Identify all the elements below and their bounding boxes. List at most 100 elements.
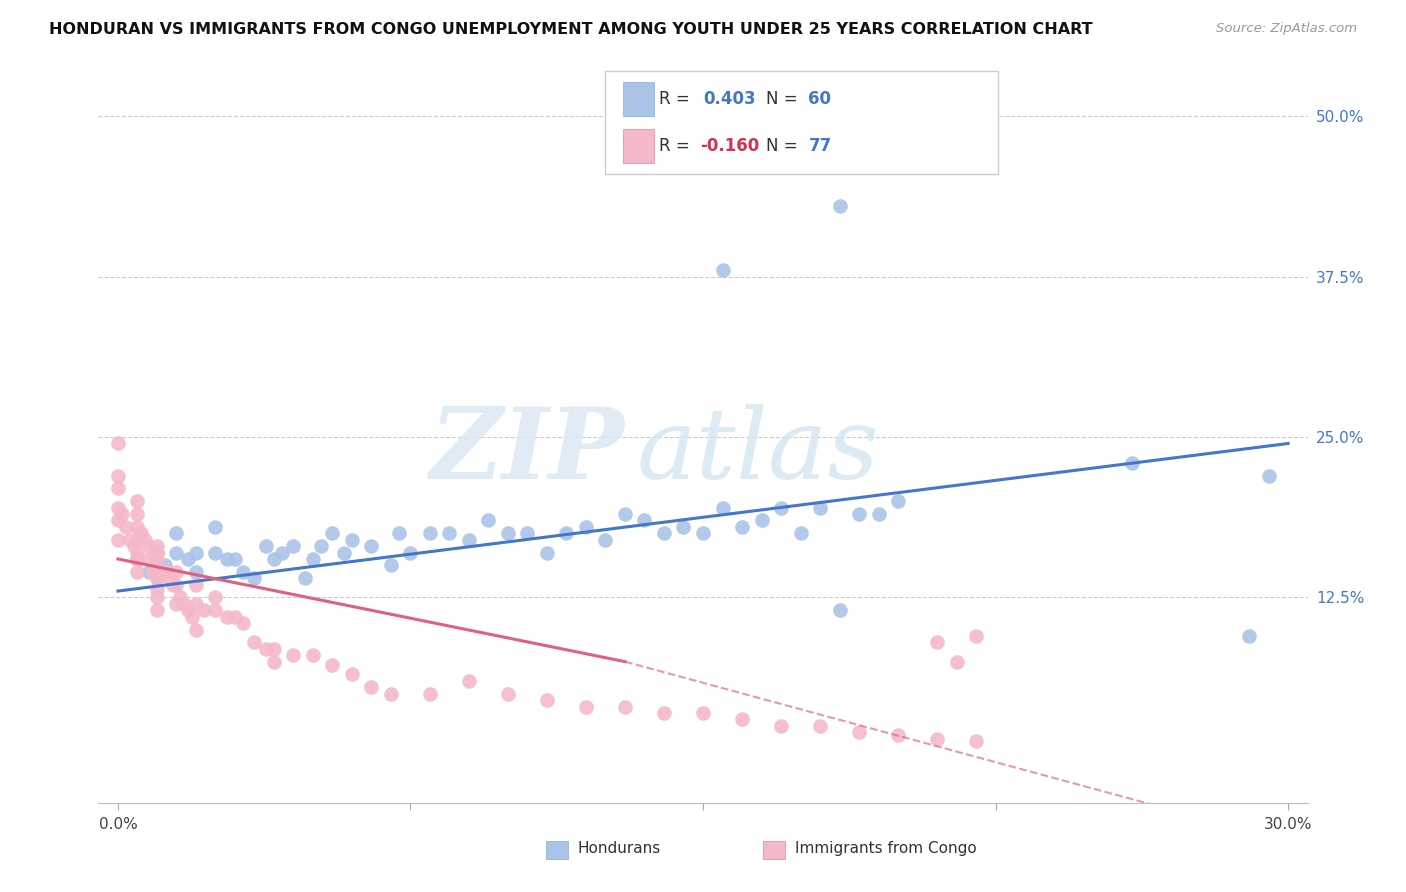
Point: [652, 706, 675, 720]
Point: [162, 577, 184, 591]
Point: [731, 520, 754, 534]
Point: [107, 482, 129, 496]
Text: 60: 60: [808, 90, 831, 108]
Point: [516, 526, 538, 541]
Text: 0.403: 0.403: [703, 90, 755, 108]
Point: [419, 687, 441, 701]
Point: [184, 597, 207, 611]
Point: [204, 545, 226, 559]
Point: [122, 539, 145, 553]
Point: [224, 552, 246, 566]
Point: [575, 520, 598, 534]
Point: [340, 667, 363, 681]
Point: [711, 500, 734, 515]
Text: ZIP: ZIP: [429, 403, 624, 500]
Point: [672, 520, 695, 534]
Point: [177, 552, 200, 566]
Point: [127, 520, 149, 534]
Point: [419, 526, 441, 541]
Point: [360, 681, 382, 695]
Point: [769, 719, 792, 733]
Point: [153, 565, 176, 579]
Point: [321, 658, 343, 673]
Point: [217, 552, 239, 566]
Point: [153, 558, 176, 573]
Text: N =: N =: [766, 137, 803, 155]
Point: [254, 539, 277, 553]
Point: [340, 533, 363, 547]
Point: [193, 603, 215, 617]
Point: [127, 552, 149, 566]
Point: [127, 507, 149, 521]
Point: [1257, 468, 1279, 483]
Point: [692, 526, 714, 541]
Point: [633, 514, 655, 528]
Point: [138, 552, 160, 566]
Point: [146, 591, 169, 605]
Point: [146, 545, 169, 559]
Point: [270, 545, 292, 559]
Text: -0.160: -0.160: [700, 137, 759, 155]
Point: [887, 728, 910, 742]
Point: [118, 533, 141, 547]
Point: [204, 591, 226, 605]
Point: [283, 539, 305, 553]
Point: [731, 712, 754, 726]
Point: [848, 725, 870, 739]
Point: [887, 494, 910, 508]
Point: [536, 693, 558, 707]
Point: [127, 565, 149, 579]
Point: [165, 526, 187, 541]
Point: [217, 609, 239, 624]
Text: R =: R =: [659, 90, 696, 108]
Point: [107, 514, 129, 528]
Point: [333, 545, 356, 559]
Point: [828, 199, 851, 213]
Point: [243, 635, 266, 649]
Point: [399, 545, 422, 559]
Point: [692, 706, 714, 720]
Point: [945, 655, 967, 669]
Point: [184, 623, 207, 637]
Point: [263, 552, 285, 566]
Point: [302, 648, 325, 663]
Point: [232, 616, 254, 631]
Text: R =: R =: [659, 137, 696, 155]
Point: [107, 436, 129, 450]
Point: [146, 552, 169, 566]
Point: [138, 539, 160, 553]
Point: [165, 577, 187, 591]
Point: [458, 673, 481, 688]
Text: atlas: atlas: [637, 404, 879, 500]
Point: [751, 514, 773, 528]
Point: [614, 507, 637, 521]
Point: [388, 526, 411, 541]
Point: [263, 641, 285, 656]
Point: [146, 539, 169, 553]
Point: [232, 565, 254, 579]
Point: [848, 507, 870, 521]
Point: [828, 603, 851, 617]
Point: [321, 526, 343, 541]
Point: [184, 577, 207, 591]
Point: [111, 507, 134, 521]
Point: [107, 500, 129, 515]
Point: [302, 552, 325, 566]
Point: [536, 545, 558, 559]
Point: [127, 494, 149, 508]
Point: [925, 731, 948, 746]
Point: [146, 571, 169, 585]
Point: [309, 539, 332, 553]
Point: [711, 263, 734, 277]
Point: [165, 565, 187, 579]
Point: [181, 609, 204, 624]
Point: [789, 526, 811, 541]
Point: [769, 500, 792, 515]
Point: [1237, 629, 1260, 643]
Point: [169, 591, 191, 605]
Point: [555, 526, 578, 541]
Point: [204, 603, 226, 617]
Point: [254, 641, 277, 656]
Text: N =: N =: [766, 90, 803, 108]
Point: [127, 545, 149, 559]
